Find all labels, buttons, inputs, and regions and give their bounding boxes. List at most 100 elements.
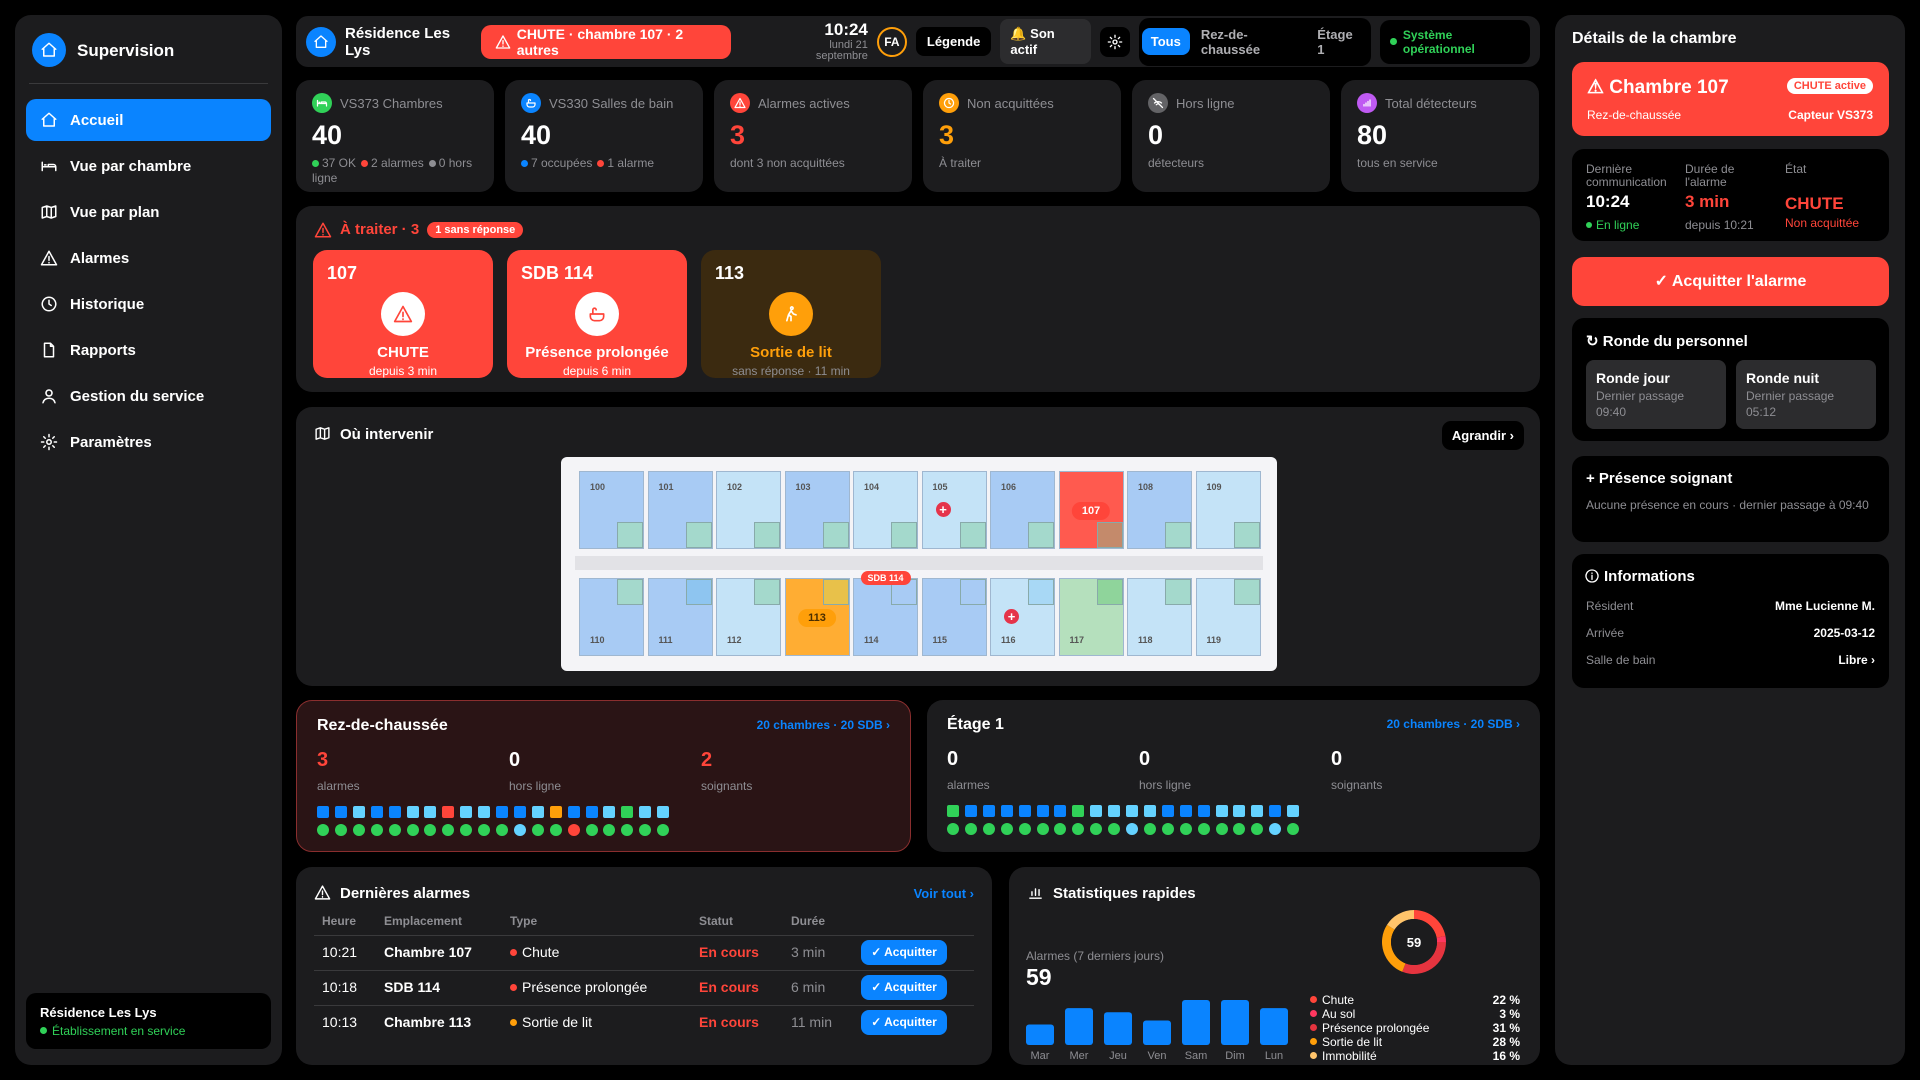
theme-button[interactable]	[1099, 26, 1130, 57]
room-badge: 113	[798, 609, 836, 627]
sound-button[interactable]: 🔔 Son actif	[1000, 19, 1091, 64]
metric-value: 0	[1139, 748, 1151, 770]
room[interactable]: 106	[990, 471, 1055, 549]
alert-icon	[381, 292, 425, 336]
room[interactable]: 110	[579, 578, 644, 656]
stat-label: VS373 Chambres	[340, 96, 443, 111]
room[interactable]: 117	[1058, 578, 1124, 656]
nav-item[interactable]: Gestion du service	[26, 375, 271, 417]
alert-card[interactable]: SDB 114 Présence prolongée depuis 6 min	[507, 250, 687, 378]
nav-item[interactable]: Alarmes	[26, 237, 271, 279]
user-avatar[interactable]: FA	[876, 26, 907, 57]
filter-tab[interactable]: Étage 1	[1317, 26, 1353, 57]
room-square	[424, 806, 437, 818]
info-title: Informations	[1604, 568, 1695, 585]
floor-card[interactable]: Étage 1 20 chambres · 20 SDB › 0 alarmes 0 ho…	[927, 700, 1540, 852]
floor-name: Rez-de-chaussée	[317, 717, 448, 734]
room-badge: 107	[1071, 502, 1111, 520]
details-panel: Détails de la chambre ⚠ Chambre 107 CHUTE …	[1555, 15, 1905, 1065]
nav-label: Rapports	[70, 342, 136, 359]
info-sub: depuis 10:21	[1685, 218, 1754, 232]
room[interactable]: 107	[1058, 471, 1124, 549]
alert-type: Présence prolongée	[525, 344, 669, 361]
icon	[1107, 34, 1123, 49]
stat-label: Alarmes actives	[758, 96, 850, 111]
sdb	[617, 522, 643, 548]
room[interactable]: 119	[1195, 578, 1261, 656]
nav-item[interactable]: Accueil	[26, 99, 271, 141]
ack-button[interactable]: ✓ Acquitter	[861, 940, 947, 965]
room-square	[442, 806, 455, 818]
ack-button[interactable]: ✓ Acquitter	[861, 975, 947, 1000]
ack-button[interactable]: ✓ Acquitter	[861, 1010, 947, 1035]
alert-banner[interactable]: CHUTE · chambre 107 · 2 autres	[480, 24, 731, 59]
room[interactable]: 103	[784, 471, 850, 549]
cell: 6 min	[791, 979, 826, 995]
legend-button[interactable]: Légende	[915, 27, 992, 56]
room[interactable]: 111	[647, 578, 713, 656]
expand-button[interactable]: Agrandir ›	[1441, 421, 1524, 450]
nav-label: Paramètres	[70, 434, 152, 451]
sdb	[959, 579, 986, 605]
icon	[393, 305, 413, 323]
room[interactable]: 101	[647, 471, 713, 549]
nav-item[interactable]: Rapports	[26, 329, 271, 371]
sdb-dot	[1054, 823, 1067, 835]
stat-sub-item: 37 OK	[312, 156, 356, 170]
filter-tab[interactable]: Tous	[1141, 28, 1190, 55]
home-button[interactable]	[306, 26, 336, 57]
sdb-dot	[549, 824, 562, 836]
room[interactable]: 114 SDB 114	[853, 571, 918, 656]
icon	[41, 205, 57, 219]
stat-label: Non acquittées	[967, 96, 1054, 111]
nav-item[interactable]: Vue par plan	[26, 191, 271, 233]
room[interactable]: 115	[921, 578, 987, 656]
sub-dot	[428, 160, 436, 167]
sdb-dot	[388, 824, 401, 836]
room-square	[334, 806, 347, 818]
room[interactable]: 116 +	[990, 578, 1055, 656]
stat-value: 80	[1357, 120, 1388, 150]
floor-card[interactable]: Rez-de-chaussée 20 chambres · 20 SDB › 3 al…	[296, 700, 911, 852]
alert-card[interactable]: 107 CHUTE depuis 3 min	[313, 250, 493, 378]
room[interactable]: 113	[784, 578, 850, 656]
icon-path	[1363, 99, 1371, 107]
site-name: Résidence Les Lys	[40, 1005, 157, 1020]
sub-dot	[597, 160, 605, 167]
nav-item[interactable]: Vue par chambre	[26, 145, 271, 187]
nav-item[interactable]: Paramètres	[26, 421, 271, 463]
info-row-value: Libre ›	[1838, 653, 1875, 667]
alarms-link[interactable]: Voir tout ›	[913, 886, 974, 901]
room[interactable]: 104	[853, 471, 918, 549]
room[interactable]: 112	[716, 578, 781, 656]
room[interactable]: 108	[1127, 471, 1192, 549]
room[interactable]: 102	[716, 471, 781, 549]
room-square	[657, 806, 670, 818]
room-square	[460, 806, 473, 818]
room[interactable]: 109	[1195, 471, 1261, 549]
alert-room: 107	[327, 263, 358, 283]
alert-card[interactable]: 113 Sortie de lit sans réponse · 11 min	[701, 250, 881, 378]
sdb-dot	[1197, 823, 1210, 835]
status-text: Système opérationnel	[1402, 27, 1475, 56]
sdb-dot	[639, 824, 652, 836]
icon-path	[40, 250, 58, 266]
floor-link[interactable]: 20 chambres · 20 SDB ›	[756, 718, 890, 732]
room[interactable]: 105 +	[921, 471, 987, 549]
app-title: Supervision	[77, 41, 175, 60]
info-row-value: 2025-03-12	[1813, 626, 1875, 640]
sdb	[685, 522, 712, 548]
floor-link[interactable]: 20 chambres · 20 SDB ›	[1386, 717, 1520, 731]
bar	[1104, 1012, 1132, 1045]
room-square	[1143, 805, 1156, 817]
nav-item[interactable]: Historique	[26, 283, 271, 325]
filter-tab[interactable]: Rez-de-chaussée	[1200, 26, 1261, 57]
sub-text: 2 alarmes	[371, 156, 424, 170]
sdb-dot	[1090, 823, 1103, 835]
ack-alarm-button[interactable]: ✓ Acquitter l'alarme	[1572, 257, 1889, 306]
stat-label: Total détecteurs	[1385, 96, 1477, 111]
stat-icon	[1148, 93, 1168, 113]
room[interactable]: 100	[579, 471, 644, 549]
icon	[40, 433, 58, 451]
room[interactable]: 118	[1127, 578, 1192, 656]
